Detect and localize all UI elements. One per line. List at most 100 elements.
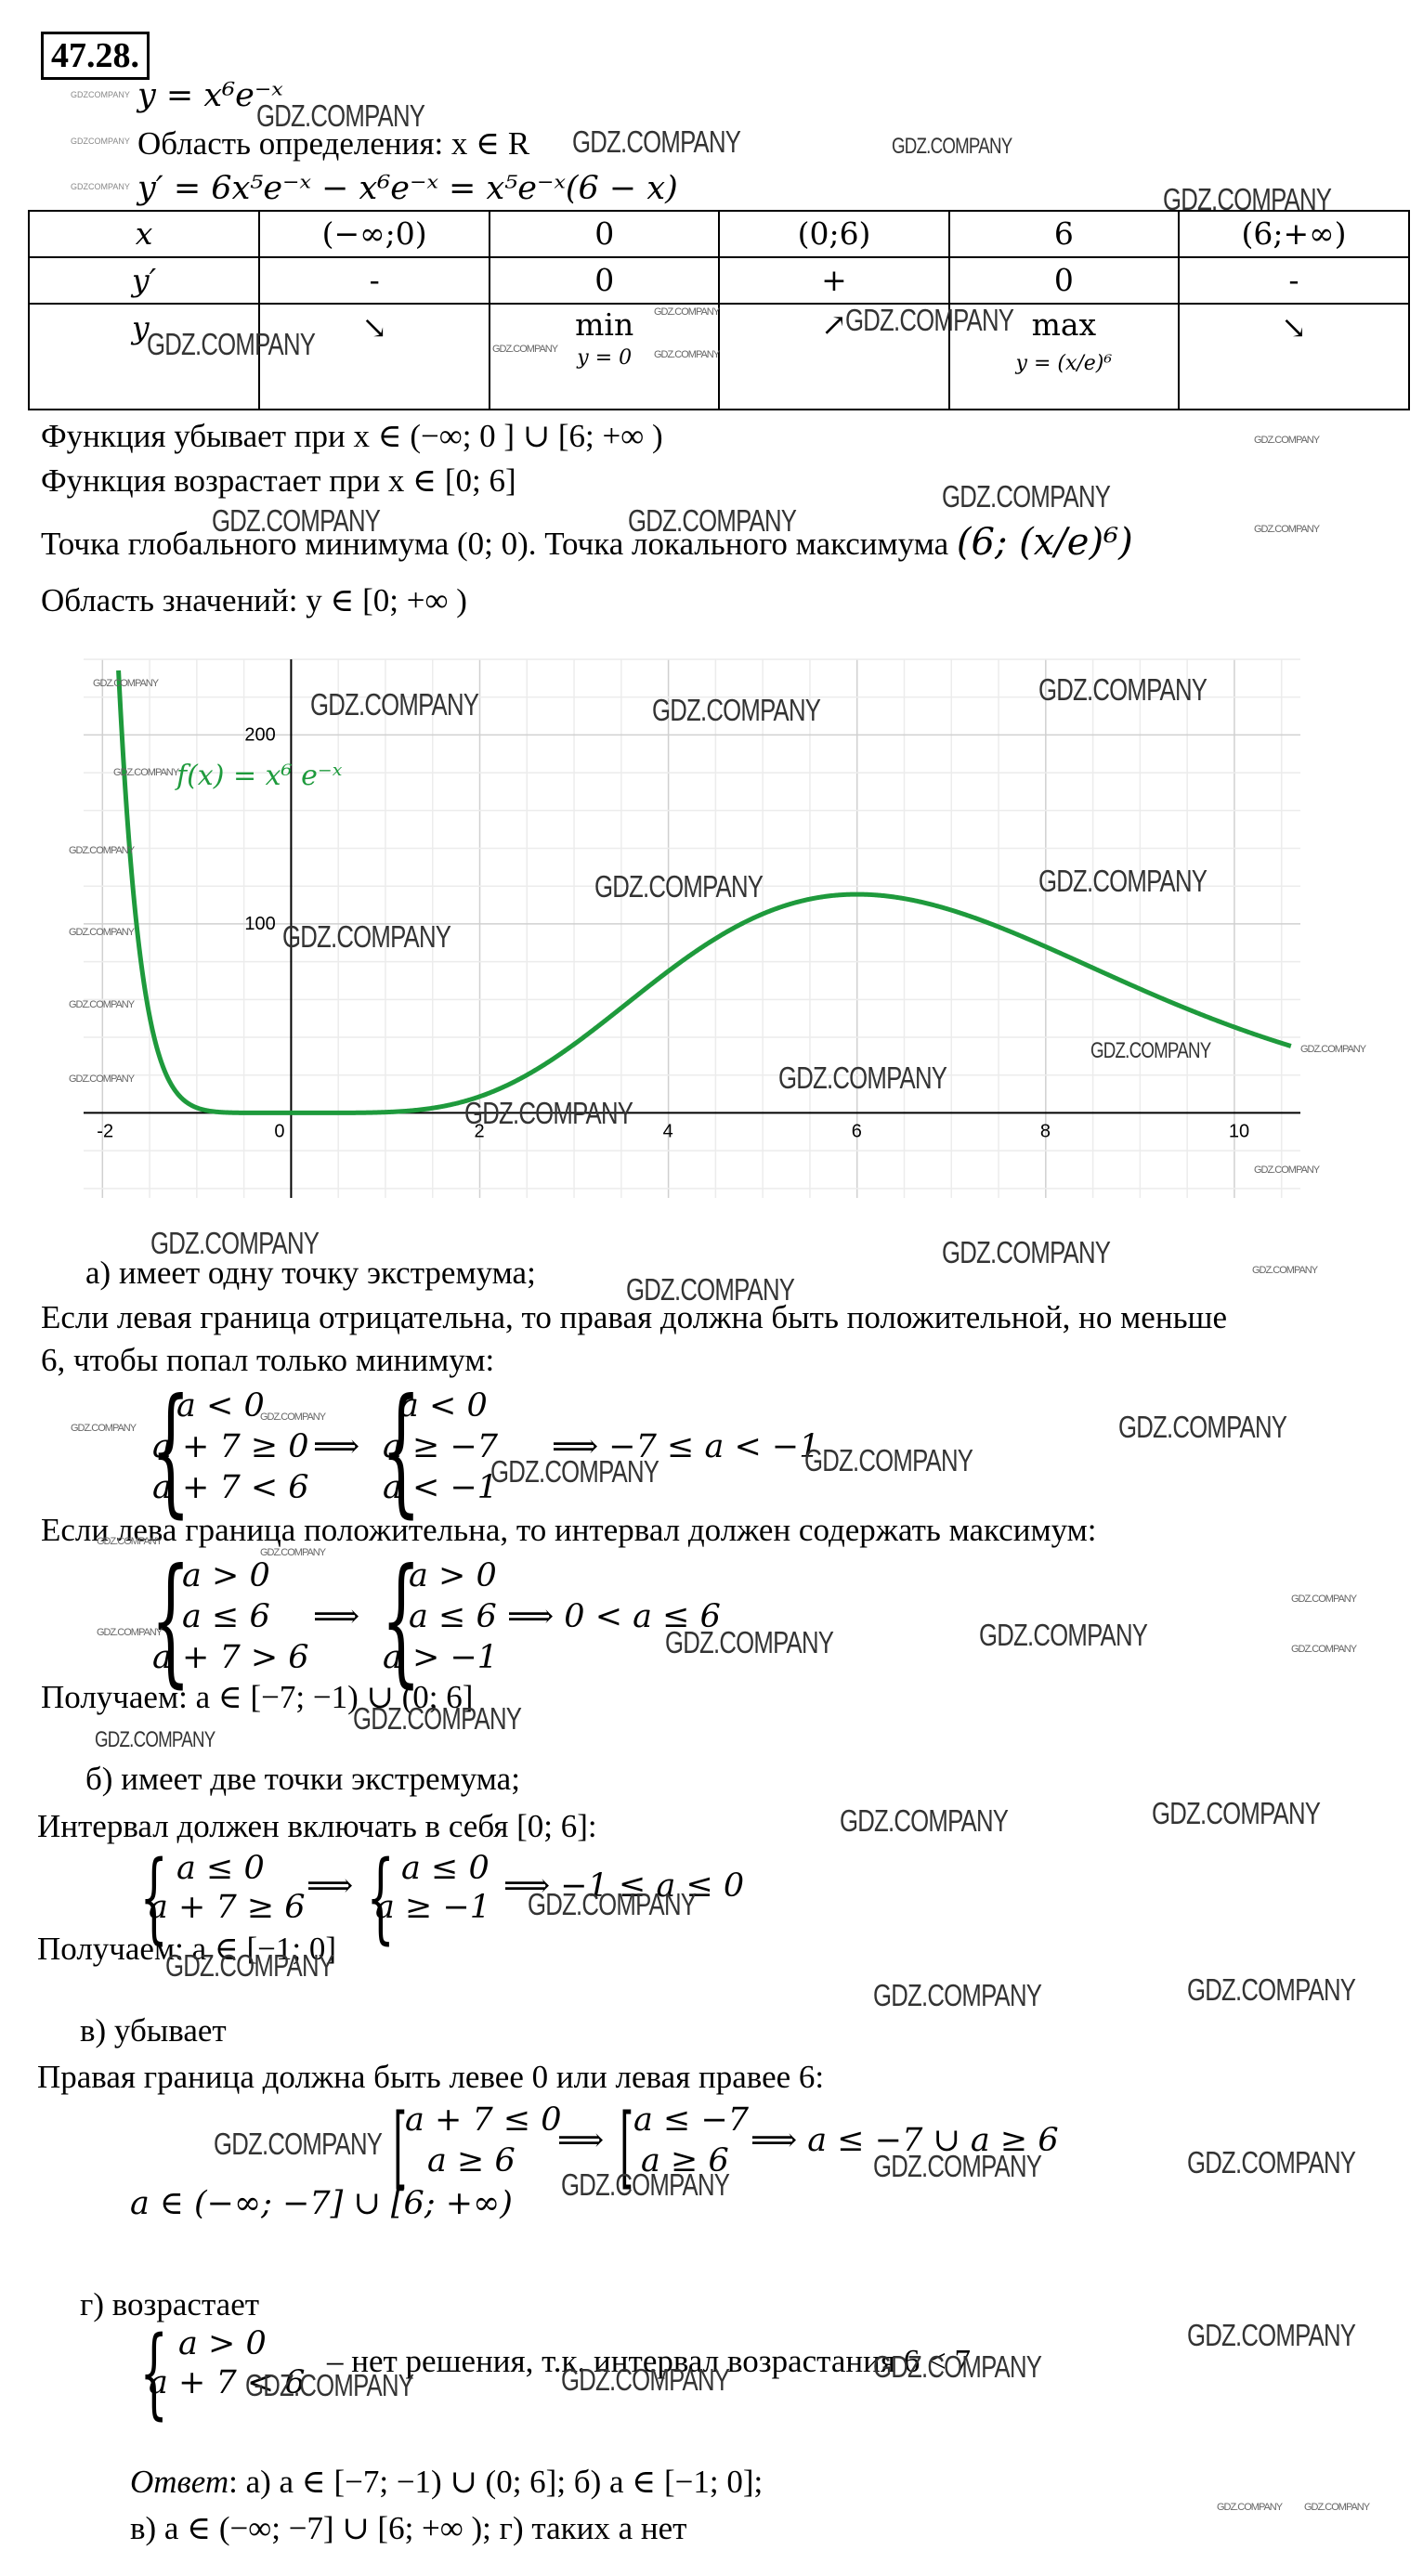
watermark: GDZ.COMPANY [1038,672,1208,707]
part-d-note: – нет решения, т.к. интервал возрастания… [327,2343,971,2379]
curve-legend: f(x) = x⁶ e⁻ˣ [175,760,343,792]
watermark: GDZ.COMPANY [1252,1265,1318,1276]
watermark: GDZ.COMPANY [942,1235,1111,1269]
watermark: GDZ.COMPANY [69,845,135,856]
watermark: GDZ.COMPANY [353,1701,522,1736]
watermark: GDZ.COMPANY [165,1948,334,1983]
watermark: GDZ.COMPANY [873,1978,1042,2012]
part-b-text-1: Интервал должен включать в себя [0; 6]: [37,1808,597,1844]
system-a2-line2: a ≥ −7 [383,1428,499,1465]
table-cell: y [27,303,261,410]
watermark: GDZ.COMPANY [464,1096,633,1130]
system-a1-line2: a + 7 ≥ 0 [152,1428,309,1465]
part-a-text-3: Если лева граница положительна, то интер… [41,1512,1097,1548]
watermark: GDZ.COMPANY [652,693,821,727]
system-b-result: ⟹ −1 ≤ a ≤ 0 [503,1867,745,1905]
watermark: GDZ.COMPANY [628,503,797,538]
watermark: GDZ.COMPANY [665,1625,834,1659]
x-tick-label: -2 [97,1121,113,1141]
watermark: GDZ.COMPANY [147,327,316,361]
watermark: GDZ.COMPANY [840,1803,1009,1838]
part-c-result: a ∈ (−∞; −7] ∪ [6; +∞) [130,2185,513,2222]
watermark: GDZ.COMPANY [69,1073,135,1085]
table-cell: ↘ [258,303,491,410]
system-a4-line3: a > −1 [383,1639,499,1676]
watermark: GDZ.COMPANY [113,767,179,778]
system-a3-line1: a > 0 [182,1557,270,1594]
system-brace: { [381,1540,422,1701]
graph-background [37,650,1310,1207]
watermark: GDZ.COMPANY [95,1727,215,1752]
system-c1-line1: a + 7 ≤ 0 [405,2101,562,2139]
watermark: GDZ.COMPANY [69,927,135,938]
watermark: GDZ.COMPANY [214,2127,383,2161]
x-tick-label: 6 [852,1121,862,1141]
min-note: y = 0 [577,346,633,370]
extrema-line: Точка глобального минимума (0; 0). Точка… [41,521,1133,564]
watermark: GDZ.COMPANY [1187,1972,1356,2007]
function-graph: -2 0 2 4 6 8 10 100 200 f(x) = x⁶ e⁻ˣ [37,650,1310,1207]
system-a4-line1: a > 0 [409,1557,497,1594]
system-a-result-1: ⟹ −7 ≤ a < −1 [552,1428,820,1465]
part-b-result: Получаем: a ∈ [−1; 0] [37,1931,337,1967]
system-b1-line2: a + 7 ≥ 6 [149,1889,306,1926]
watermark: GDZ.COMPANY [1254,524,1320,535]
watermark: GDZ.COMPANY [626,1272,795,1307]
system-a3-line3: a + 7 > 6 [152,1639,309,1676]
watermark: GDZ.COMPANY [1304,2502,1370,2513]
watermark: GDZ.COMPANY [528,1887,697,1921]
system-d-line1: a > 0 [178,2325,267,2362]
watermark: GDZ.COMPANY [892,134,1012,159]
watermark: GDZ.COMPANY [1187,2145,1356,2179]
system-c2-line1: a ≤ −7 [633,2101,750,2139]
table-cell: ↘ [1178,303,1410,410]
table-cell: y′ [27,256,261,305]
watermark: GDZ.COMPANY [1038,864,1208,898]
watermark: GDZ.COMPANY [310,687,479,722]
answer-line-1: Ответ: а) a ∈ [−7; −1) ∪ (0; 6]; б) a ∈ … [130,2464,764,2500]
watermark: GDZ.COMPANY [1300,1044,1366,1055]
answer-word: Ответ [130,2464,229,2500]
table-cell: 0 [947,256,1181,305]
watermark: GDZ.COMPANY [942,479,1111,514]
system-brace: { [150,1540,191,1701]
watermark: GDZ.COMPANY [594,869,764,904]
increasing-line: Функция возрастает при x ∈ [0; 6] [41,462,516,499]
implies-arrow: ⟹ [557,2122,605,2159]
max-label: max [1031,306,1097,343]
watermark: GDZ.COMPANY [1152,1796,1321,1830]
system-b1-line1: a ≤ 0 [176,1850,265,1887]
x-tick-label: 4 [663,1121,673,1141]
table-cell: max y = (x/e)⁶ [947,303,1181,410]
table-cell: x [27,210,261,258]
watermark: GDZ.COMPANY [256,98,425,133]
watermark: GDZ.COMPANY [572,124,741,159]
system-brace: { [150,1370,191,1531]
watermark: GDZ.COMPANY [212,503,381,538]
watermark: GDZ.COMPANY [260,1412,326,1423]
watermark: GDZ.COMPANY [1254,1164,1320,1176]
watermark: GDZ.COMPANY [1090,1038,1211,1063]
system-a2-line3: a < −1 [383,1469,499,1506]
function-curve [116,670,1292,1115]
watermark: GDZ.COMPANY [93,678,159,689]
bullet-mark: GDZCOMPANY [71,137,130,146]
system-d-line2: a + 7 < 6 [149,2364,306,2401]
x-tick-label: 8 [1040,1121,1051,1141]
implies-arrow: ⟹ [313,1428,360,1465]
system-brace: { [381,1370,422,1531]
part-a-text-2: 6, чтобы попал только минимум: [41,1342,495,1378]
part-d-label: г) возрастает [80,2286,260,2322]
watermark: GDZ.COMPANY [490,1454,659,1489]
watermark: GDZ.COMPANY [97,1627,163,1638]
table-cell: - [1178,256,1410,305]
watermark: GDZ.COMPANY [873,2349,1042,2384]
watermark: GDZ.COMPANY [1217,2502,1283,2513]
watermark: GDZ.COMPANY [71,1423,137,1434]
watermark: GDZ.COMPANY [69,999,135,1010]
watermark: GDZ.COMPANY [654,306,720,318]
sign-table: x (−∞;0) 0 (0;6) 6 (6;+∞) y′ - 0 + 0 - y… [27,210,1410,410]
max-note: y = (x/e)⁶ [1015,352,1113,375]
watermark: GDZ.COMPANY [804,1443,973,1477]
system-c-result: ⟹ a ≤ −7 ∪ a ≥ 6 [751,2122,1059,2159]
